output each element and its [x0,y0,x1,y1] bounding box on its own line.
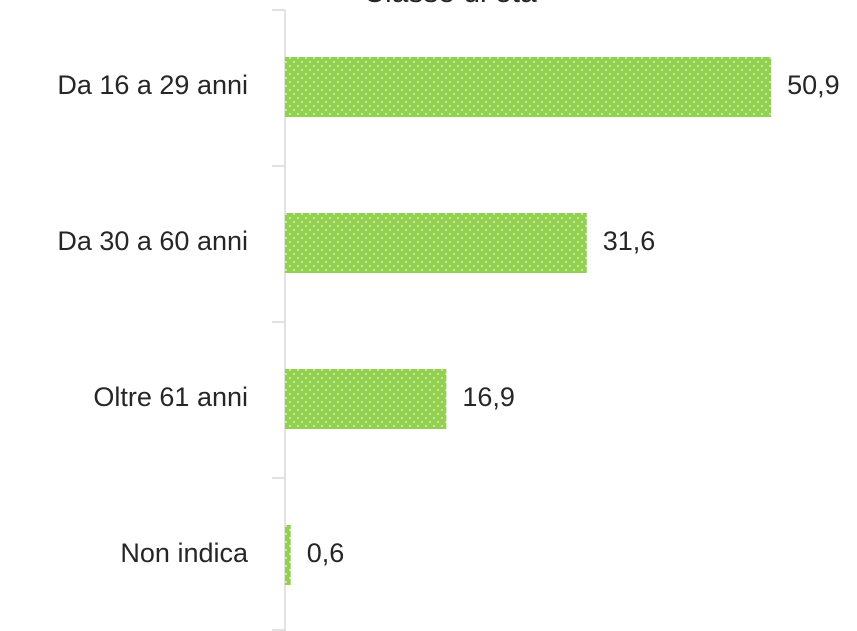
data-label: 31,6 [603,226,656,256]
bar-pattern [285,525,291,585]
data-label: 16,9 [462,382,515,412]
bar-pattern [285,369,447,429]
y-tick-label: Da 16 a 29 anni [57,70,248,100]
y-tick-label: Oltre 61 anni [93,382,248,412]
bar-pattern [285,57,772,117]
bar-pattern [285,213,587,273]
data-label: 0,6 [307,538,345,568]
chart-title: Classe di età [363,0,537,9]
y-tick-label: Non indica [120,538,249,568]
y-tick-label: Da 30 a 60 anni [57,226,248,256]
data-label: 50,9 [787,70,840,100]
